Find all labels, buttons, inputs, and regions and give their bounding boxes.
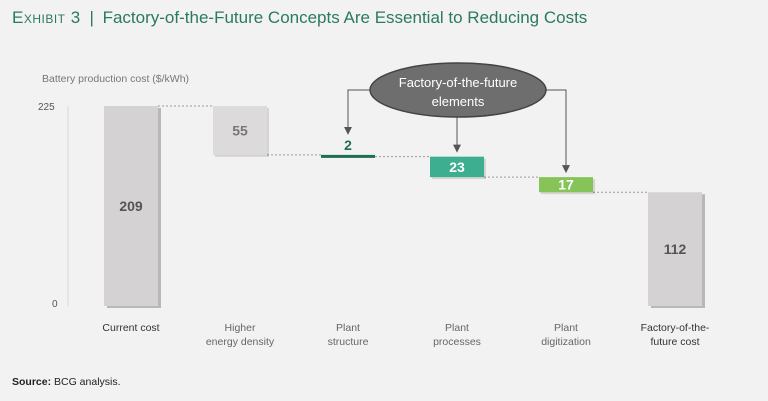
source-label: Source: bbox=[12, 376, 52, 388]
category-label: Current cost bbox=[102, 322, 159, 334]
category-label: Plant bbox=[336, 322, 360, 334]
category-label: Higher bbox=[225, 322, 256, 334]
source-text: BCG analysis. bbox=[54, 376, 121, 388]
y-tick-0: 0 bbox=[52, 299, 58, 310]
callout-ellipse bbox=[369, 62, 547, 118]
bar-0 bbox=[104, 106, 158, 306]
bars-group: 209 55 2 23 17 112 bbox=[104, 106, 705, 308]
callout-arrows bbox=[344, 89, 570, 174]
callout-line-2: elements bbox=[432, 94, 485, 109]
exhibit-label: Exhibit 3 bbox=[12, 8, 81, 27]
category-labels: Current cost Higher energy density Plant str… bbox=[102, 322, 710, 348]
callout-line-1: Factory-of-the-future bbox=[399, 75, 518, 90]
title-text: Factory-of-the-Future Concepts Are Essen… bbox=[102, 8, 588, 27]
category-label: future cost bbox=[650, 336, 699, 348]
bar-value-0: 209 bbox=[119, 198, 143, 214]
category-label: Plant bbox=[554, 322, 578, 334]
category-label: Factory-of-the- bbox=[641, 322, 710, 334]
category-label: structure bbox=[328, 336, 369, 348]
callout-arrow-left bbox=[344, 89, 370, 135]
category-label: digitization bbox=[541, 336, 591, 348]
callout-arrow-right bbox=[546, 89, 570, 174]
bar-4 bbox=[539, 177, 593, 193]
category-label: processes bbox=[433, 336, 481, 348]
y-tick-225: 225 bbox=[38, 102, 55, 113]
bar-value-5: 112 bbox=[664, 241, 687, 257]
bar-value-3: 23 bbox=[449, 159, 465, 175]
bar-3 bbox=[430, 156, 484, 178]
bar-value-2: 2 bbox=[344, 137, 352, 153]
title-separator: | bbox=[89, 8, 94, 27]
connector-lines bbox=[158, 105, 648, 193]
source-note: Source: BCG analysis. bbox=[12, 376, 121, 388]
bar-value-4: 17 bbox=[558, 177, 574, 193]
bar-1 bbox=[213, 106, 267, 155]
bar-2 bbox=[321, 154, 375, 158]
chart-title: Exhibit 3 | Factory-of-the-Future Concep… bbox=[12, 8, 587, 28]
y-axis-label: Battery production cost ($/kWh) bbox=[42, 73, 189, 85]
bar-5 bbox=[648, 192, 702, 306]
category-label: energy density bbox=[206, 336, 275, 348]
bar-value-1: 55 bbox=[232, 122, 248, 138]
callout-bubble: Factory-of-the-future elements bbox=[369, 62, 547, 118]
category-label: Plant bbox=[445, 322, 469, 334]
